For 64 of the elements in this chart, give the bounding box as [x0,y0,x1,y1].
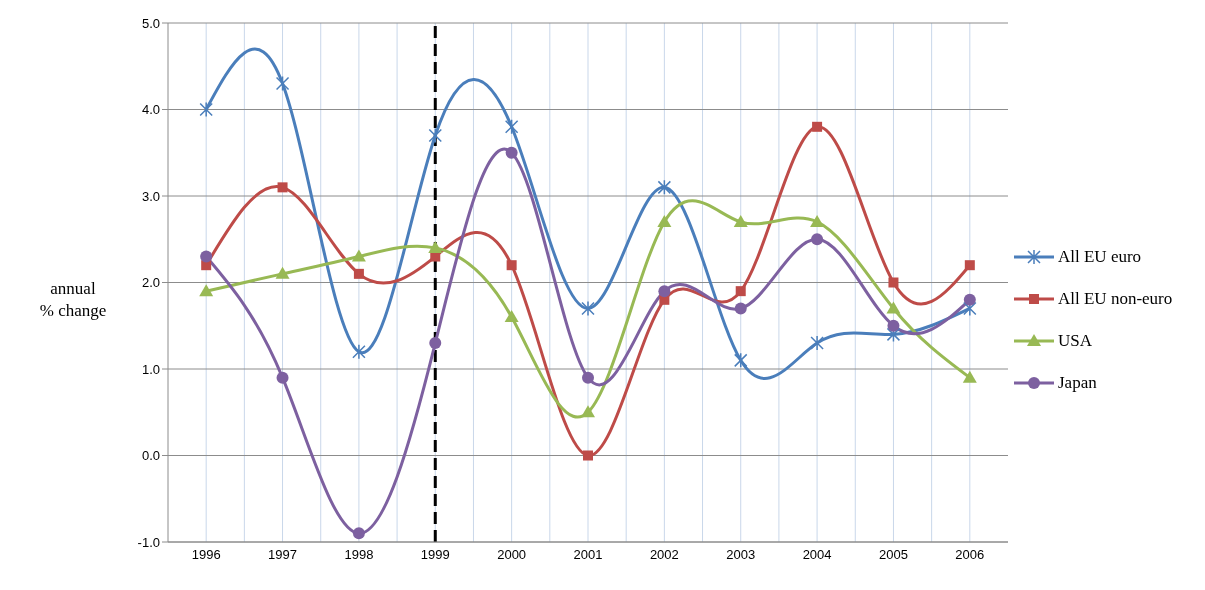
y-tick-label: 0.0 [141,448,160,464]
point [888,277,899,288]
point [353,268,364,279]
point [581,300,595,317]
point [886,301,901,314]
point [275,75,290,92]
y-tick-label: 1.0 [141,361,160,377]
point [200,250,213,263]
point [277,182,288,193]
x-tick-label: 2006 [955,547,985,563]
legend-label: USA [1057,330,1093,352]
point [428,240,443,253]
x-tick-label: 1997 [268,547,298,563]
point [964,260,975,271]
point [733,214,748,227]
point [504,119,519,135]
point [657,214,672,227]
y-tick-label: 5.0 [141,15,160,31]
legend-label: All EU non-euro [1057,288,1173,310]
point [351,249,366,262]
x-tick-label: 1999 [420,547,450,563]
point [962,370,977,383]
legend-label: Japan [1057,372,1098,394]
point [429,337,442,350]
point [735,286,746,297]
point [810,214,825,227]
point [812,121,823,132]
x-tick-label: 2004 [802,547,832,563]
x-tick-label: 2003 [726,547,756,563]
point [963,300,977,317]
point [199,284,214,297]
point [504,310,519,323]
point [734,302,747,315]
x-tick-label: 2000 [497,547,527,563]
point [352,343,366,360]
point [506,260,517,271]
x-tick-label: 1996 [191,547,221,563]
point [657,179,672,196]
point [887,319,900,332]
point [581,405,595,418]
point [276,371,289,384]
legend-label: All EU euro [1057,246,1143,268]
y-tick-label: 3.0 [141,188,160,204]
x-tick-label: 2005 [878,547,908,563]
point [505,146,518,159]
point [811,233,824,246]
point [199,101,213,118]
point [963,293,976,306]
point [428,127,443,144]
x-tick-label: 1998 [344,547,374,563]
point [582,371,594,384]
point [886,326,901,343]
point [583,450,593,461]
point [658,285,671,298]
point [810,335,824,351]
x-tick-label: 2001 [573,547,603,563]
point [733,352,748,369]
y-tick-label: 4.0 [141,102,160,118]
y-axis-title: annual % change [38,278,108,322]
point [275,266,290,279]
y-tick-label: -1.0 [137,534,160,550]
x-tick-label: 2002 [649,547,679,563]
point [352,527,365,540]
y-tick-label: 2.0 [141,275,160,291]
